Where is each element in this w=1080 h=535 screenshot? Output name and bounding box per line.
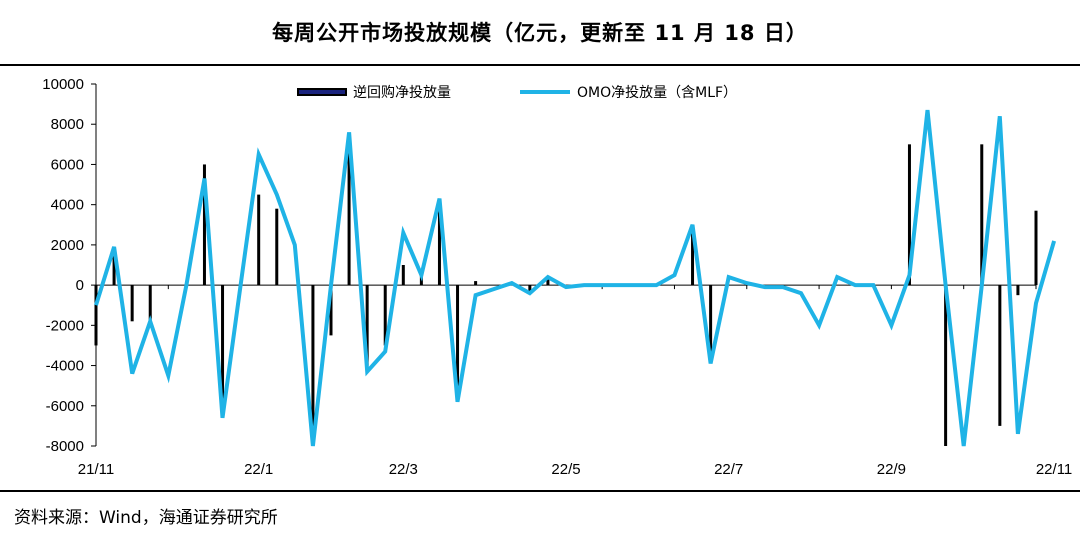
bar bbox=[365, 285, 369, 366]
legend: 逆回购净投放量 OMO净投放量（含MLF） bbox=[297, 85, 737, 101]
bar bbox=[528, 285, 532, 292]
legend-swatch-bar-inner bbox=[299, 90, 345, 94]
bar bbox=[437, 204, 441, 286]
bar bbox=[980, 144, 984, 286]
bar bbox=[546, 279, 550, 286]
bar bbox=[998, 285, 1002, 426]
x-tick-label: 21/11 bbox=[78, 461, 114, 478]
bar bbox=[456, 285, 460, 396]
bar bbox=[347, 148, 351, 286]
x-tick-label: 22/5 bbox=[551, 461, 580, 478]
bar bbox=[709, 285, 713, 356]
bar bbox=[1034, 210, 1038, 286]
bar bbox=[401, 265, 405, 286]
bar bbox=[691, 224, 695, 286]
bar bbox=[257, 194, 261, 286]
bar bbox=[474, 281, 478, 286]
bar bbox=[221, 285, 225, 406]
y-axis: 10000 8000 6000 4000 2000 0 -2000 -4000 -6000 -80… bbox=[42, 76, 97, 455]
chart: 10000 8000 6000 4000 2000 0 -2000 -4000 -6000 -80… bbox=[42, 76, 1072, 478]
bar bbox=[907, 144, 911, 286]
bar bbox=[944, 285, 948, 446]
x-tick-label: 22/11 bbox=[1036, 461, 1072, 478]
omo-line bbox=[94, 109, 1057, 447]
title-rule bbox=[0, 64, 1080, 66]
legend-label-line: OMO净投放量（含MLF） bbox=[577, 85, 737, 101]
bar bbox=[311, 285, 315, 446]
bar bbox=[275, 208, 279, 286]
footer-rule bbox=[0, 490, 1080, 492]
x-tick-label: 22/9 bbox=[877, 461, 906, 478]
y-tick-label: -2000 bbox=[46, 317, 84, 334]
y-tick-label: -8000 bbox=[46, 438, 84, 455]
x-tick-label: 22/3 bbox=[389, 461, 418, 478]
bar-series bbox=[94, 144, 1038, 446]
chart-title: 每周公开市场投放规模（亿元，更新至 11 月 18 日） bbox=[272, 21, 808, 45]
y-tick-label: 8000 bbox=[51, 116, 84, 133]
title-bar: 每周公开市场投放规模（亿元，更新至 11 月 18 日） bbox=[0, 0, 1080, 64]
bar bbox=[202, 164, 206, 286]
legend-label-bar: 逆回购净投放量 bbox=[353, 85, 451, 101]
bar bbox=[148, 285, 152, 322]
bar bbox=[383, 285, 387, 346]
bar bbox=[1016, 285, 1020, 296]
bar bbox=[112, 248, 116, 286]
y-tick-label: 0 bbox=[76, 277, 84, 294]
y-tick-label: 4000 bbox=[51, 197, 84, 214]
x-tick-label: 22/7 bbox=[714, 461, 743, 478]
y-tick-label: -6000 bbox=[46, 398, 84, 415]
bar bbox=[329, 285, 333, 336]
bar bbox=[130, 285, 134, 322]
y-tick-label: 10000 bbox=[42, 76, 84, 93]
y-tick-label: 6000 bbox=[51, 156, 84, 173]
x-tick-label: 22/1 bbox=[244, 461, 273, 478]
y-tick-label: -4000 bbox=[46, 358, 84, 375]
bar bbox=[94, 285, 98, 346]
y-tick-label: 2000 bbox=[51, 237, 84, 254]
line-series bbox=[94, 109, 1057, 447]
source-note: 资料来源：Wind，海通证券研究所 bbox=[14, 508, 278, 528]
